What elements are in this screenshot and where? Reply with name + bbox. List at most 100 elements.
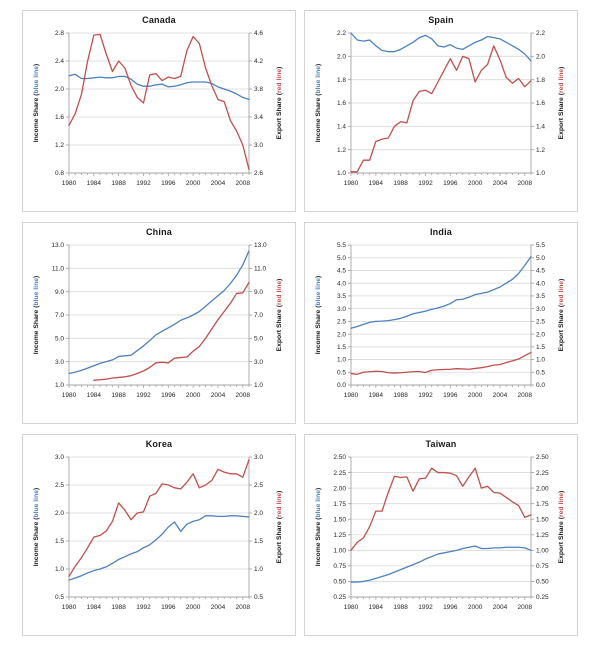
right-axis-tick-label: 2.2 xyxy=(536,30,545,37)
x-axis-tick-label: 1984 xyxy=(369,392,384,399)
x-axis-ticks: 1980 1984 1988 1992 1996 2000 2004 2008 xyxy=(62,385,251,399)
left-axis-ticks: 1.0 3.0 5.0 7.0 9.0 11.0 13.0 xyxy=(51,242,69,389)
x-axis-tick-label: 1980 xyxy=(62,604,77,611)
right-axis-tick-label: 13.0 xyxy=(254,242,267,249)
right-axis-tick-label: 2.0 xyxy=(536,54,545,61)
right-axis-tick-label: 3.8 xyxy=(254,86,263,93)
left-axis-tick-label: 2.0 xyxy=(55,510,64,517)
x-axis-tick-label: 2008 xyxy=(518,180,533,187)
left-axis-ticks: 1.0 1.2 1.4 1.6 1.8 2.0 2.2 xyxy=(337,30,351,177)
x-axis-tick-label: 2008 xyxy=(236,392,251,399)
left-axis-tick-label: 1.75 xyxy=(333,501,346,508)
left-axis-tick-label: 2.5 xyxy=(55,482,64,489)
right-axis-ticks: 1.0 3.0 5.0 7.0 9.0 11.0 13.0 xyxy=(249,242,267,389)
right-axis-tick-label: 1.25 xyxy=(536,532,549,539)
gridlines xyxy=(69,32,249,146)
right-axis-label: Export Share (red line) xyxy=(558,67,565,140)
left-axis-tick-label: 1.6 xyxy=(55,114,64,121)
right-axis-label: Export Share (red line) xyxy=(276,67,283,140)
right-axis-tick-label: 1.50 xyxy=(536,516,549,523)
x-axis-ticks: 1980 1984 1988 1992 1996 2000 2004 2008 xyxy=(62,173,250,187)
chart-title: Spain xyxy=(428,15,454,25)
chart-title: Canada xyxy=(142,15,176,25)
chart-panel-spain: Spain 1.0 1.2 1.4 1.6 1.8 2.0 2.2 1.0 1.2 1.4 1.6 1… xyxy=(304,10,578,212)
x-axis-tick-label: 1980 xyxy=(62,180,77,187)
right-axis-tick-label: 1.6 xyxy=(536,100,545,107)
left-axis-tick-label: 1.4 xyxy=(337,124,346,131)
left-axis-ticks: 0.5 1.0 1.5 2.0 2.5 3.0 xyxy=(55,454,69,601)
x-axis-tick-label: 2000 xyxy=(186,392,201,399)
chart-title: India xyxy=(429,227,452,237)
x-axis-tick-label: 2004 xyxy=(493,604,508,611)
right-axis-tick-label: 2.5 xyxy=(254,482,263,489)
x-axis-tick-label: 1992 xyxy=(418,180,433,187)
left-axis-tick-label: 1.00 xyxy=(333,548,346,555)
left-axis-ticks: 0.8 1.2 1.6 2.0 2.4 2.8 xyxy=(55,30,69,177)
x-axis-ticks: 1980 1984 1988 1992 1996 2000 2004 2008 xyxy=(344,385,533,399)
left-axis-tick-label: 2.8 xyxy=(55,30,64,37)
right-axis-label: Export Share (red line) xyxy=(558,279,565,352)
right-axis-tick-label: 5.5 xyxy=(536,242,545,249)
left-axis-tick-label: 1.6 xyxy=(337,100,346,107)
right-axis-tick-label: 1.8 xyxy=(536,77,545,84)
left-axis-label: Income Share (blue line) xyxy=(33,64,40,143)
x-axis-tick-label: 1996 xyxy=(443,180,458,187)
line-chart-svg: 0.8 1.2 1.6 2.0 2.4 2.8 2.6 3.0 3.4 3.8 4.2 4.6 1980… xyxy=(33,30,283,187)
axis-lines xyxy=(350,457,532,598)
left-axis-tick-label: 2.50 xyxy=(333,454,346,461)
x-axis-tick-label: 2008 xyxy=(518,604,533,611)
export-share-line xyxy=(350,45,532,173)
chart-panel-taiwan: Taiwan 0.25 0.50 0.75 1.00 1.25 1.50 1.75 2.00 2… xyxy=(304,434,578,636)
left-axis-tick-label: 2.00 xyxy=(333,485,346,492)
left-axis-tick-label: 0.50 xyxy=(333,579,346,586)
x-axis-tick-label: 2004 xyxy=(211,604,226,611)
right-axis-tick-label: 3.0 xyxy=(536,306,545,313)
left-axis-label: Income Share (blue line) xyxy=(33,488,40,567)
right-axis-tick-label: 1.0 xyxy=(536,357,545,364)
x-axis-tick-label: 1992 xyxy=(418,392,433,399)
income-share-line xyxy=(350,255,532,329)
x-axis-tick-label: 1984 xyxy=(87,604,102,611)
right-axis-tick-label: 7.0 xyxy=(254,312,263,319)
left-axis-tick-label: 2.25 xyxy=(333,470,346,477)
left-axis-tick-label: 1.0 xyxy=(55,382,64,389)
left-axis-tick-label: 1.5 xyxy=(55,538,64,545)
right-axis-tick-label: 1.00 xyxy=(536,548,549,555)
left-axis-tick-label: 2.0 xyxy=(337,331,346,338)
line-chart-svg: 0.25 0.50 0.75 1.00 1.25 1.50 1.75 2.00 2.25 2.50… xyxy=(315,454,565,611)
left-axis-tick-label: 1.0 xyxy=(55,566,64,573)
x-axis-tick-label: 1988 xyxy=(393,604,408,611)
left-axis-tick-label: 2.4 xyxy=(55,58,64,65)
left-axis-label: Income Share (blue line) xyxy=(33,276,40,355)
x-axis-tick-label: 1992 xyxy=(136,180,151,187)
chart-panel-korea: Korea 0.5 1.0 1.5 2.0 2.5 3.0 0.5 1.0 1.5 2.0 2.5 3… xyxy=(22,434,296,636)
right-axis-tick-label: 4.2 xyxy=(254,58,263,65)
line-chart-svg: 1.0 1.2 1.4 1.6 1.8 2.0 2.2 1.0 1.2 1.4 1.6 1.8 2.0 2… xyxy=(315,30,565,187)
x-axis-tick-label: 2008 xyxy=(236,604,251,611)
x-axis-tick-label: 2008 xyxy=(518,392,533,399)
right-axis-label: Export Share (red line) xyxy=(558,491,565,564)
left-axis-tick-label: 1.2 xyxy=(337,147,346,154)
left-axis-tick-label: 13.0 xyxy=(51,242,64,249)
right-axis-ticks: 2.6 3.0 3.4 3.8 4.2 4.6 xyxy=(249,30,263,177)
export-share-line xyxy=(68,459,250,577)
left-axis-tick-label: 0.8 xyxy=(55,170,64,177)
left-axis-tick-label: 5.0 xyxy=(55,336,64,343)
x-axis-tick-label: 1988 xyxy=(111,604,126,611)
x-axis-tick-label: 1992 xyxy=(418,604,433,611)
right-axis-label: Export Share (red line) xyxy=(276,491,283,564)
right-axis-tick-label: 2.0 xyxy=(254,510,263,517)
chart-grid: Canada 0.8 1.2 1.6 2.0 2.4 2.8 2.6 3.0 3.4 3.8 4.2… xyxy=(22,10,578,636)
left-axis-tick-label: 0.75 xyxy=(333,563,346,570)
chart-panel-china: China 1.0 3.0 5.0 7.0 9.0 11.0 13.0 1.0 3.0 5.0 7.… xyxy=(22,222,296,424)
left-axis-tick-label: 5.0 xyxy=(337,255,346,262)
left-axis-ticks: 0.0 0.5 1.0 1.5 2.0 2.5 3.0 3.5 4.0 4.5 5.0 5.5 xyxy=(337,242,351,389)
left-axis-tick-label: 0.5 xyxy=(55,594,64,601)
right-axis-tick-label: 3.0 xyxy=(254,359,263,366)
axis-lines xyxy=(68,33,250,174)
left-axis-tick-label: 4.5 xyxy=(337,268,346,275)
right-axis-tick-label: 1.5 xyxy=(536,344,545,351)
left-axis-tick-label: 2.0 xyxy=(55,86,64,93)
right-axis-tick-label: 3.5 xyxy=(536,293,545,300)
left-axis-label: Income Share (blue line) xyxy=(315,488,322,567)
